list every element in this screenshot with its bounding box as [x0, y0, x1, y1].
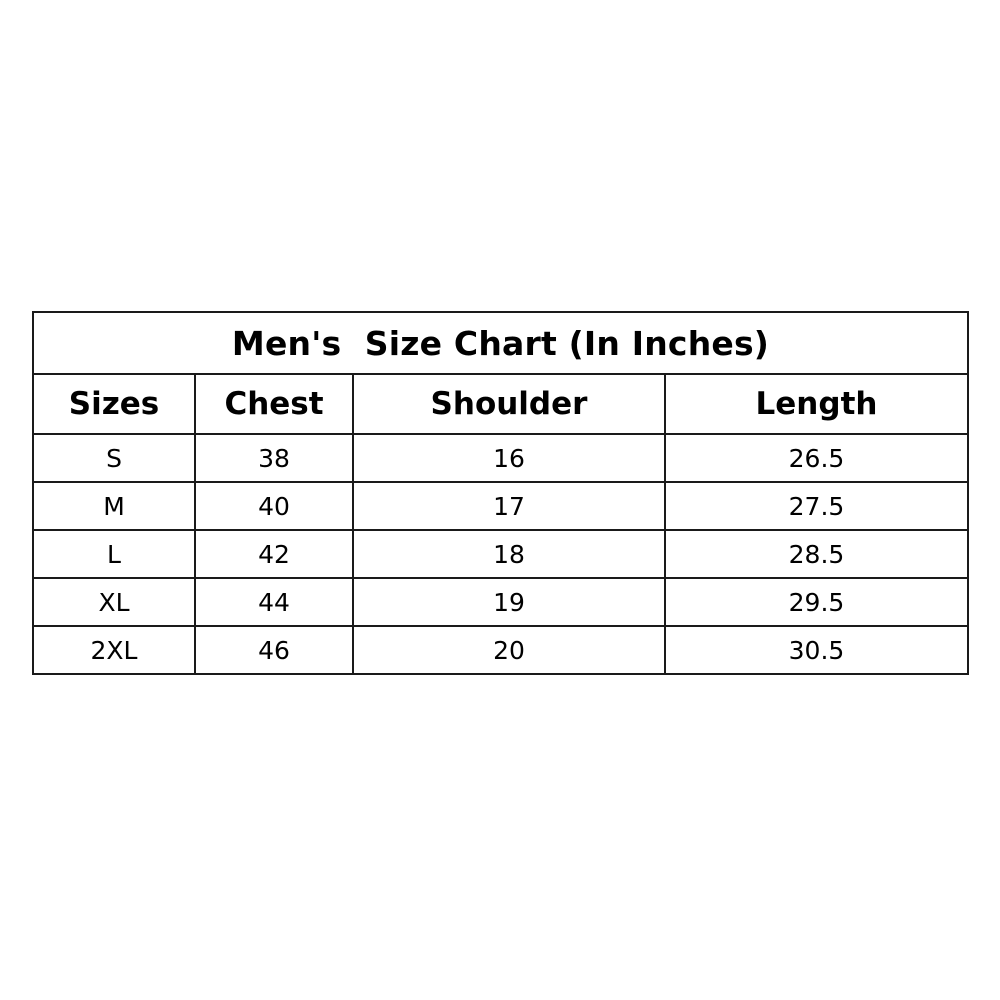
- table-row: M 40 17 27.5: [32, 481, 969, 531]
- mens-size-chart-table: Men's Size Chart (In Inches) Sizes Chest…: [32, 311, 969, 675]
- cell-shoulder: 19: [352, 577, 666, 627]
- cell-length: 27.5: [664, 481, 969, 531]
- cell-length: 29.5: [664, 577, 969, 627]
- table-row: S 38 16 26.5: [32, 433, 969, 483]
- chart-title: Men's Size Chart (In Inches): [32, 311, 969, 375]
- cell-length: 26.5: [664, 433, 969, 483]
- cell-chest: 44: [194, 577, 354, 627]
- table-row: 2XL 46 20 30.5: [32, 625, 969, 675]
- cell-size: L: [32, 529, 196, 579]
- cell-size: M: [32, 481, 196, 531]
- table-row: L 42 18 28.5: [32, 529, 969, 579]
- column-header-sizes: Sizes: [32, 373, 196, 435]
- cell-chest: 46: [194, 625, 354, 675]
- cell-chest: 42: [194, 529, 354, 579]
- cell-shoulder: 17: [352, 481, 666, 531]
- cell-length: 30.5: [664, 625, 969, 675]
- cell-size: S: [32, 433, 196, 483]
- column-header-length: Length: [664, 373, 969, 435]
- table-header-row: Sizes Chest Shoulder Length: [32, 373, 969, 435]
- cell-length: 28.5: [664, 529, 969, 579]
- table-row: XL 44 19 29.5: [32, 577, 969, 627]
- cell-shoulder: 16: [352, 433, 666, 483]
- cell-size: XL: [32, 577, 196, 627]
- table-title-row: Men's Size Chart (In Inches): [32, 311, 969, 375]
- cell-shoulder: 18: [352, 529, 666, 579]
- column-header-chest: Chest: [194, 373, 354, 435]
- cell-chest: 38: [194, 433, 354, 483]
- cell-shoulder: 20: [352, 625, 666, 675]
- cell-chest: 40: [194, 481, 354, 531]
- cell-size: 2XL: [32, 625, 196, 675]
- column-header-shoulder: Shoulder: [352, 373, 666, 435]
